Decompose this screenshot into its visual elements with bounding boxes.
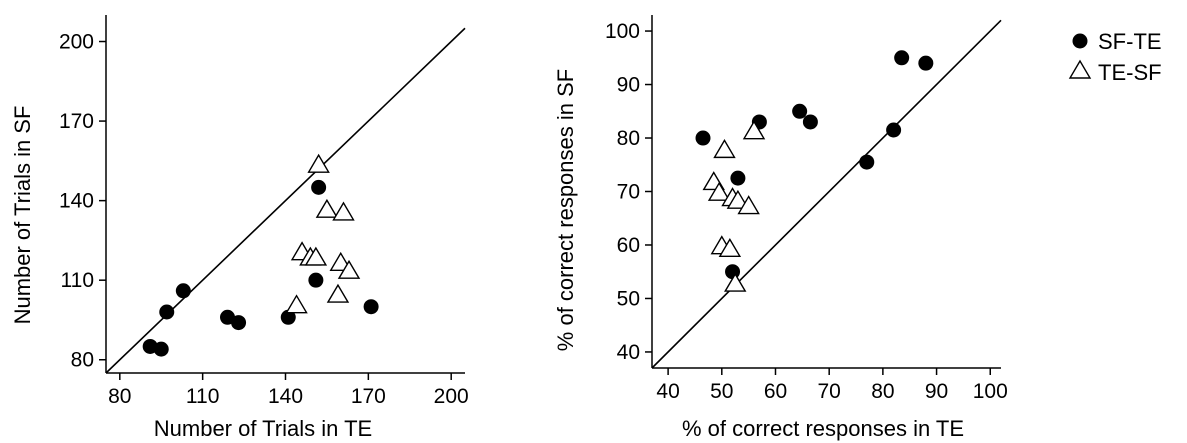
sf-te-point [308, 272, 324, 288]
te-sf-point [337, 259, 361, 279]
y-tick-label: 60 [617, 234, 640, 257]
te-sf-point [285, 294, 308, 314]
x-tick-label: 50 [710, 380, 733, 403]
right-x-ticks: 40 50 60 70 80 90 100 [656, 368, 1008, 403]
sf-te-point [918, 55, 934, 71]
right-identity-line [651, 19, 1002, 369]
sf-te-point [363, 299, 379, 315]
x-tick-label: 100 [973, 380, 1008, 403]
sf-te-point [159, 304, 175, 320]
left-points [142, 153, 379, 357]
right-x-axis-title: % of correct responses in TE [682, 416, 964, 441]
sf-te-point [802, 114, 818, 130]
sf-te-point [280, 309, 296, 325]
x-tick-label: 170 [351, 385, 386, 408]
y-tick-label: 110 [61, 269, 94, 292]
sf-te-point [175, 283, 191, 299]
x-tick-label: 90 [925, 380, 948, 403]
te-sf-point [707, 181, 731, 201]
te-sf-point [742, 120, 766, 140]
sf-te-point [792, 103, 808, 119]
te-sf-point [718, 237, 742, 258]
left-x-ticks: 80 110 140 170 200 [108, 373, 469, 408]
y-tick-label: 40 [617, 341, 640, 364]
legend: SF-TE TE-SF [1068, 29, 1162, 85]
y-tick-label: 70 [617, 181, 640, 204]
sf-te-point [730, 170, 746, 186]
legend-open-triangle-marker [1068, 59, 1092, 79]
right-points [695, 50, 934, 292]
y-tick-label: 170 [59, 110, 94, 133]
te-sf-point [737, 195, 760, 215]
y-tick-label: 80 [71, 349, 94, 372]
left-scatter-panel: 80 110 140 170 200 80 110 140 170 200 Number of … [10, 15, 469, 441]
x-tick-label: 60 [764, 380, 787, 403]
y-tick-label: 100 [605, 20, 640, 43]
x-tick-label: 80 [108, 385, 131, 408]
sf-te-point [311, 179, 327, 195]
x-tick-label: 140 [268, 385, 303, 408]
te-sf-point [726, 189, 750, 209]
legend-label-sf-te: SF-TE [1098, 29, 1162, 54]
legend-filled-circle-marker [1072, 33, 1088, 49]
left-y-ticks: 80 110 140 170 200 [59, 31, 106, 372]
sf-te-point [695, 130, 711, 146]
y-tick-label: 200 [59, 31, 94, 54]
y-tick-label: 50 [617, 287, 640, 310]
sf-te-point [231, 315, 247, 331]
x-tick-label: 40 [656, 380, 679, 403]
te-sf-point [315, 198, 339, 218]
right-scatter-panel: 40 50 60 70 80 90 100 40 50 60 70 80 90 100 % of cor… [553, 15, 1008, 441]
sf-te-point [153, 341, 169, 357]
right-plot-area [651, 15, 1002, 369]
y-tick-label: 80 [617, 127, 640, 150]
x-tick-label: 200 [434, 385, 469, 408]
left-y-axis-title: Number of Trials in SF [10, 106, 35, 325]
sf-te-point [725, 264, 741, 280]
te-sf-point [332, 201, 355, 221]
y-tick-label: 140 [59, 190, 94, 213]
sf-te-point [859, 154, 875, 170]
right-y-axis-title: % of correct responses in SF [553, 69, 578, 351]
x-tick-label: 110 [186, 385, 219, 408]
left-x-axis-title: Number of Trials in TE [154, 416, 372, 441]
sf-te-point [886, 122, 902, 138]
te-sf-point [326, 283, 350, 303]
x-tick-label: 70 [818, 380, 841, 403]
te-sf-point [304, 246, 328, 266]
x-tick-label: 80 [871, 380, 894, 403]
right-y-ticks: 40 50 60 70 80 90 100 [605, 20, 652, 364]
y-tick-label: 90 [617, 74, 640, 97]
te-sf-point [723, 272, 747, 292]
te-sf-point [713, 139, 736, 159]
sf-te-point [894, 50, 910, 66]
te-sf-point [307, 153, 330, 173]
legend-label-te-sf: TE-SF [1098, 60, 1162, 85]
